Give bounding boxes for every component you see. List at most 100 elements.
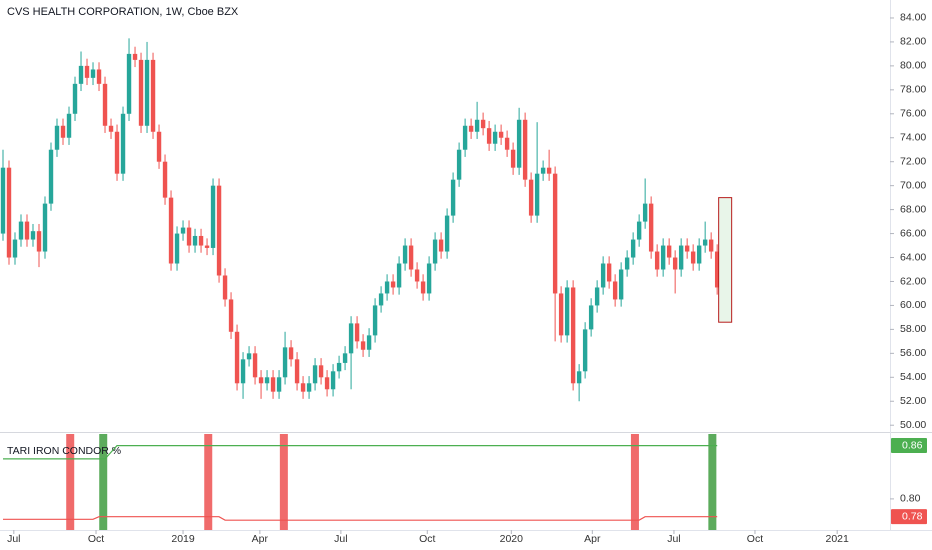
- candle-body: [72, 83, 78, 114]
- candle-body: [600, 263, 606, 288]
- candle-body: [516, 119, 522, 168]
- candle-body: [36, 231, 42, 252]
- signal-bar: [204, 434, 213, 530]
- y-tick-label: 60.00: [900, 299, 926, 311]
- candle-body: [468, 125, 474, 132]
- candle-body: [498, 131, 504, 138]
- signal-bar: [66, 434, 75, 530]
- candle-body: [636, 221, 642, 240]
- candle-body: [342, 353, 348, 363]
- candle-body: [156, 131, 162, 162]
- y-tick-label: 80.00: [900, 60, 926, 72]
- y-tick-label: 82.00: [900, 36, 926, 48]
- candle-body: [234, 331, 240, 384]
- y-tick-label: 0.80: [900, 493, 921, 505]
- candle-body: [642, 203, 648, 222]
- candle-body: [204, 245, 210, 248]
- candle-body: [24, 221, 30, 240]
- candle-body: [660, 245, 666, 270]
- candle-body: [684, 245, 690, 252]
- candle-body: [132, 53, 138, 60]
- candle-body: [678, 245, 684, 270]
- candle-body: [444, 215, 450, 252]
- x-tick-label: 2020: [500, 533, 524, 545]
- candle-body: [432, 239, 438, 264]
- y-tick-label: 84.00: [900, 12, 926, 24]
- candle-body: [408, 245, 414, 270]
- x-tick-label: 2019: [171, 533, 195, 545]
- candle-body: [546, 167, 552, 174]
- y-tick-label: 70.00: [900, 179, 926, 191]
- candle-body: [558, 293, 564, 336]
- candle-body: [690, 251, 696, 264]
- candle-body: [210, 185, 216, 248]
- y-tick-label: 52.00: [900, 395, 926, 407]
- candle-body: [162, 161, 168, 198]
- candle-body: [594, 287, 600, 306]
- last-value-label: 0.78: [902, 510, 923, 522]
- candle-body: [60, 125, 66, 138]
- candle-body: [552, 173, 558, 294]
- candle-body: [336, 362, 342, 372]
- candle-body: [282, 347, 288, 378]
- candle-body: [48, 149, 54, 204]
- y-tick-label: 66.00: [900, 227, 926, 239]
- range-box: [718, 197, 733, 323]
- y-tick-label: 62.00: [900, 275, 926, 287]
- candle-body: [240, 359, 246, 384]
- candle-body: [192, 235, 198, 246]
- y-tick-label: 64.00: [900, 251, 926, 263]
- candle-body: [270, 377, 276, 392]
- candle-body: [138, 59, 144, 126]
- candle-body: [102, 83, 108, 126]
- candle-body: [522, 119, 528, 180]
- chart-title: CVS HEALTH CORPORATION, 1W, Cboe BZX: [7, 6, 239, 18]
- x-tick-label: Jul: [334, 533, 347, 545]
- candle-body: [264, 377, 270, 384]
- last-value-badge: [891, 438, 927, 454]
- candle-body: [330, 371, 336, 390]
- candle-body: [300, 383, 306, 392]
- candle-body: [672, 257, 678, 270]
- candle-body: [582, 329, 588, 372]
- candle-body: [276, 377, 282, 392]
- candle-body: [588, 305, 594, 330]
- y-tick-label: 72.00: [900, 155, 926, 167]
- candle-body: [480, 119, 486, 129]
- candle-body: [96, 69, 102, 84]
- candle-body: [186, 227, 192, 246]
- candle-body: [252, 353, 258, 378]
- signal-bar: [99, 434, 108, 530]
- candle-body: [402, 245, 408, 264]
- x-tick-label: 2021: [826, 533, 850, 545]
- candle-body: [114, 131, 120, 174]
- candle-body: [390, 281, 396, 288]
- candle-body: [78, 65, 84, 84]
- y-tick-label: 58.00: [900, 323, 926, 335]
- candle-body: [318, 365, 324, 378]
- candle-body: [492, 131, 498, 144]
- candle-body: [366, 335, 372, 350]
- candle-body: [702, 239, 708, 246]
- y-tick-label: 50.00: [900, 419, 926, 431]
- last-value-badge: [891, 509, 927, 525]
- candle-body: [606, 263, 612, 282]
- candle-body: [18, 221, 24, 240]
- candle-body: [378, 293, 384, 306]
- x-tick-label: Jul: [7, 533, 20, 545]
- signal-bar: [630, 434, 639, 530]
- candle-body: [258, 377, 264, 384]
- candle-body: [528, 179, 534, 216]
- y-tick-label: 54.00: [900, 371, 926, 383]
- candle-body: [30, 231, 36, 240]
- y-tick-label: 76.00: [900, 108, 926, 120]
- candle-body: [474, 119, 480, 132]
- x-tick-label: Apr: [252, 533, 269, 545]
- candle-body: [486, 128, 492, 144]
- candle-body: [312, 365, 318, 384]
- y-tick-label: 56.00: [900, 347, 926, 359]
- candle-body: [66, 113, 72, 138]
- candle-body: [714, 251, 720, 288]
- candle-body: [168, 197, 174, 264]
